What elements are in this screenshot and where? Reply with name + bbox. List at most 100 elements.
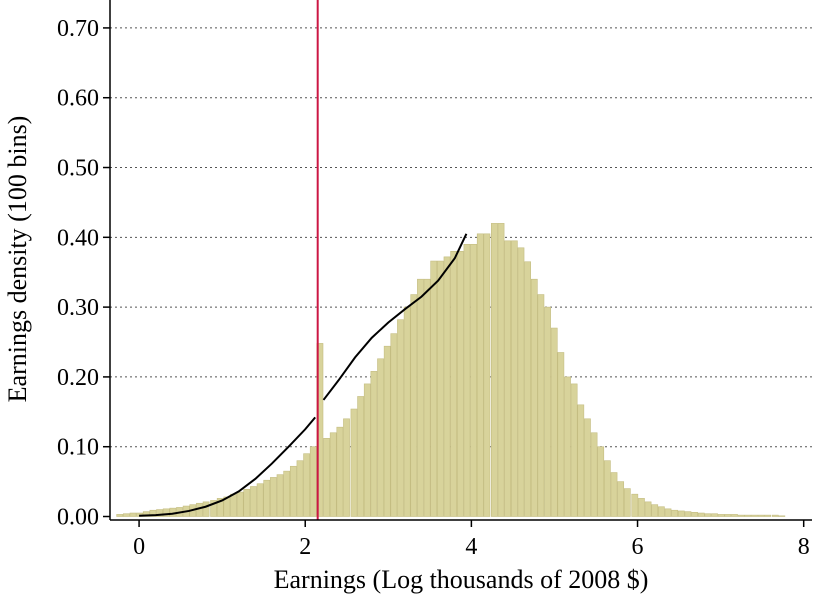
histogram-bar (230, 493, 237, 517)
histogram-bar (638, 498, 645, 517)
histogram-bar (597, 446, 605, 517)
histogram-bar (697, 512, 705, 517)
histogram-bar (210, 500, 217, 517)
histogram-bar (658, 506, 665, 517)
histogram-bar (216, 498, 224, 517)
histogram-bar (390, 333, 398, 517)
x-tick-label: 0 (133, 534, 145, 560)
histogram-bar (584, 418, 591, 517)
histogram-bar (296, 460, 304, 517)
histogram-bar (557, 352, 565, 517)
histogram-bar (617, 481, 625, 517)
histogram-bar (162, 508, 170, 517)
histogram-bar (664, 508, 672, 517)
histogram-bar (456, 250, 464, 517)
fitted-curve (322, 233, 468, 401)
histogram-bar (463, 243, 471, 517)
histogram-bar (737, 514, 745, 517)
fitted-curve (139, 416, 316, 517)
histogram-bar (443, 256, 451, 517)
y-tick-label: 0.40 (57, 225, 99, 251)
x-axis-title: Earnings (Log thousands of 2008 $) (274, 565, 649, 594)
histogram-bar (711, 513, 718, 517)
histogram-bar (623, 488, 631, 517)
histogram-bar (497, 223, 505, 517)
histogram-bar (544, 306, 551, 517)
histogram-bar (256, 483, 264, 517)
fitted-curves (139, 233, 468, 517)
histogram-bar (604, 460, 611, 517)
histogram-bar (491, 223, 498, 517)
histogram-bar (504, 240, 512, 517)
x-tick-label: 8 (798, 534, 810, 560)
histogram-bar (724, 514, 732, 517)
histogram-bar (430, 260, 438, 517)
histogram-bar (417, 278, 424, 517)
histogram-bar (564, 376, 571, 517)
histogram-bar (450, 250, 458, 517)
histogram-bar (276, 474, 284, 517)
histogram-bar (610, 472, 618, 517)
histogram-bar (423, 278, 431, 517)
x-tick-label: 2 (299, 534, 311, 560)
histogram-bar (524, 261, 531, 517)
y-tick-label: 0.00 (57, 505, 99, 531)
histogram-bar (149, 509, 157, 517)
histogram-bar (363, 383, 371, 517)
histogram-bar (631, 493, 639, 517)
histogram-bar (651, 504, 659, 517)
histogram-bar (476, 233, 484, 517)
histogram-bar (691, 512, 698, 517)
histogram-bar (517, 247, 525, 517)
y-axis-title: Earnings density (100 bins) (3, 116, 32, 403)
x-tick-label: 4 (465, 534, 477, 560)
histogram-bar (684, 511, 692, 517)
y-tick-label: 0.30 (57, 295, 99, 321)
histogram-bar (116, 514, 124, 517)
histogram-bar (350, 408, 358, 517)
histogram-bar (537, 294, 545, 517)
y-tick-label: 0.70 (57, 16, 99, 42)
histogram-bar (717, 514, 725, 517)
histogram-bar (483, 233, 491, 517)
axes (103, 0, 812, 527)
histogram-bar (530, 278, 538, 517)
histogram-bar (550, 327, 558, 517)
histogram-bar (243, 488, 251, 517)
histogram-bar (270, 477, 277, 517)
histogram-bar (250, 486, 257, 517)
histogram-bar (383, 345, 391, 517)
histogram-bar (764, 514, 772, 517)
histogram-bar (263, 479, 271, 517)
histogram-bar (644, 501, 652, 517)
histogram-bar (370, 371, 378, 517)
histogram-bar (142, 511, 150, 517)
histogram-bar (122, 513, 130, 517)
histogram-bar (329, 432, 337, 517)
histogram-bar (196, 502, 203, 517)
histogram-bar (343, 418, 350, 517)
histogram-bar (744, 514, 752, 517)
histogram-bar (731, 514, 738, 517)
histogram-bar (778, 515, 786, 517)
histogram-bar (283, 470, 291, 517)
histogram-bar (771, 514, 779, 517)
y-tick-label: 0.60 (57, 86, 99, 112)
x-tick-label: 6 (632, 534, 644, 560)
histogram-bar (751, 514, 758, 517)
histogram-bar (336, 426, 344, 517)
histogram-bar (437, 260, 444, 517)
histogram-bar (309, 446, 317, 517)
histogram-bar (590, 432, 598, 517)
histogram-bar (757, 514, 765, 517)
tick-labels: 0.00 0.10 0.20 0.30 0.40 0.50 0.60 0.70 0 2 4 6 8 (57, 16, 810, 560)
histogram-bar (410, 294, 418, 517)
histogram-bar (704, 513, 712, 517)
histogram-bar (357, 396, 364, 517)
histogram-bar (397, 319, 404, 517)
histogram-bar (510, 240, 518, 517)
y-tick-label: 0.20 (57, 365, 99, 391)
histogram-bar (403, 306, 411, 517)
histogram-bar (470, 243, 477, 517)
